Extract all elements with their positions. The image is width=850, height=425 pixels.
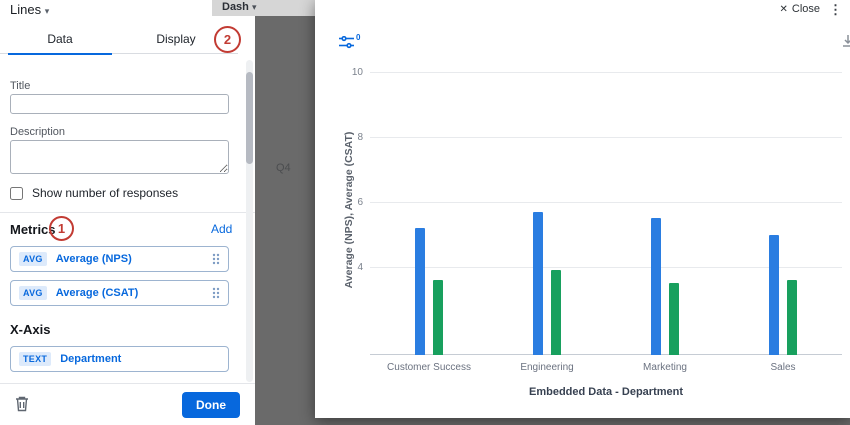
metrics-heading: Metrics xyxy=(10,222,56,237)
chart-area: Average (NPS), Average (CSAT) Embedded D… xyxy=(315,0,850,418)
drag-handle-icon[interactable] xyxy=(212,287,220,299)
section-divider xyxy=(0,212,255,213)
close-label: Close xyxy=(791,3,820,15)
y-tick-label: 10 xyxy=(351,66,363,78)
annotation-circle-2: 2 xyxy=(214,26,241,53)
category-label: Customer Success xyxy=(387,362,471,373)
y-tick-label: 6 xyxy=(357,196,363,208)
x-axis-title: Embedded Data - Department xyxy=(528,386,684,398)
y-tick-label: 8 xyxy=(357,131,363,143)
export-icon[interactable] xyxy=(841,34,850,53)
metric-chip-csat[interactable]: AVG Average (CSAT) xyxy=(10,280,229,306)
chevron-down-icon: ▾ xyxy=(44,6,50,16)
show-responses-label: Show number of responses xyxy=(32,186,179,200)
metric-label: Average (NPS) xyxy=(55,253,132,265)
chevron-down-icon: ▾ xyxy=(251,2,257,12)
scrollbar-thumb[interactable] xyxy=(246,72,253,164)
gridline xyxy=(370,136,842,138)
dashboard-name: Dash xyxy=(222,1,249,13)
gridline xyxy=(370,201,842,203)
more-options-icon[interactable]: ⋮ xyxy=(829,2,842,17)
editor-panel-header: Lines ▾ xyxy=(0,0,212,17)
bar-average-csat- xyxy=(787,280,797,355)
title-input[interactable] xyxy=(10,94,229,114)
show-responses-checkbox[interactable] xyxy=(10,186,23,200)
y-tick-label: 4 xyxy=(357,262,363,274)
gridline xyxy=(370,267,842,269)
description-field-label: Description xyxy=(10,126,66,138)
editor-panel: Data Display Title Description Show numb… xyxy=(0,16,255,425)
xaxis-heading: X-Axis xyxy=(10,322,51,337)
category-label: Sales xyxy=(770,362,796,373)
close-icon: ✕ xyxy=(779,4,788,15)
field-label: Department xyxy=(60,353,122,365)
panel-tabs: Data Display xyxy=(0,24,238,55)
metric-type-badge: AVG xyxy=(19,252,47,266)
preview-modal: ✕ Close ⋮ 0 Average (NPS), Average (CSAT)… xyxy=(315,0,850,418)
widget-type-label: Lines xyxy=(10,2,42,17)
bar-average-csat- xyxy=(551,270,561,355)
annotation-circle-1: 1 xyxy=(49,216,74,241)
panel-footer: Done xyxy=(0,383,255,425)
bar-average-nps- xyxy=(651,218,661,355)
metric-label: Average (CSAT) xyxy=(55,287,139,299)
x-axis-line xyxy=(370,354,842,355)
field-type-badge: TEXT xyxy=(19,352,52,366)
title-field-label: Title xyxy=(10,80,31,92)
close-button[interactable]: ✕ Close xyxy=(779,3,820,15)
drag-handle-icon[interactable] xyxy=(212,253,220,265)
tab-display[interactable]: Display xyxy=(156,32,196,46)
dashboard-name-dropdown[interactable]: Dash ▾ xyxy=(222,1,257,13)
bar-average-nps- xyxy=(769,234,779,355)
show-responses-row: Show number of responses xyxy=(10,186,178,200)
chart-plot xyxy=(370,62,842,355)
category-label: Engineering xyxy=(520,362,574,373)
filter-icon[interactable] xyxy=(339,35,354,54)
category-label: Marketing xyxy=(643,362,687,373)
filter-count-badge: 0 xyxy=(356,33,361,42)
widget-type-dropdown[interactable]: Lines ▾ xyxy=(10,2,49,17)
delete-widget-icon[interactable] xyxy=(14,395,30,417)
add-metric-button[interactable]: Add xyxy=(211,222,233,236)
bar-average-nps- xyxy=(533,211,543,355)
bar-average-csat- xyxy=(669,283,679,355)
gridline xyxy=(370,71,842,73)
bar-average-nps- xyxy=(415,228,425,355)
xaxis-chip-department[interactable]: TEXT Department xyxy=(10,346,229,372)
panel-scrollbar xyxy=(246,60,253,382)
bar-average-csat- xyxy=(433,280,443,355)
description-input[interactable] xyxy=(10,140,229,174)
tab-data[interactable]: Data xyxy=(8,24,112,55)
done-button[interactable]: Done xyxy=(182,392,240,418)
metric-type-badge: AVG xyxy=(19,286,47,300)
metric-chip-nps[interactable]: AVG Average (NPS) xyxy=(10,246,229,272)
